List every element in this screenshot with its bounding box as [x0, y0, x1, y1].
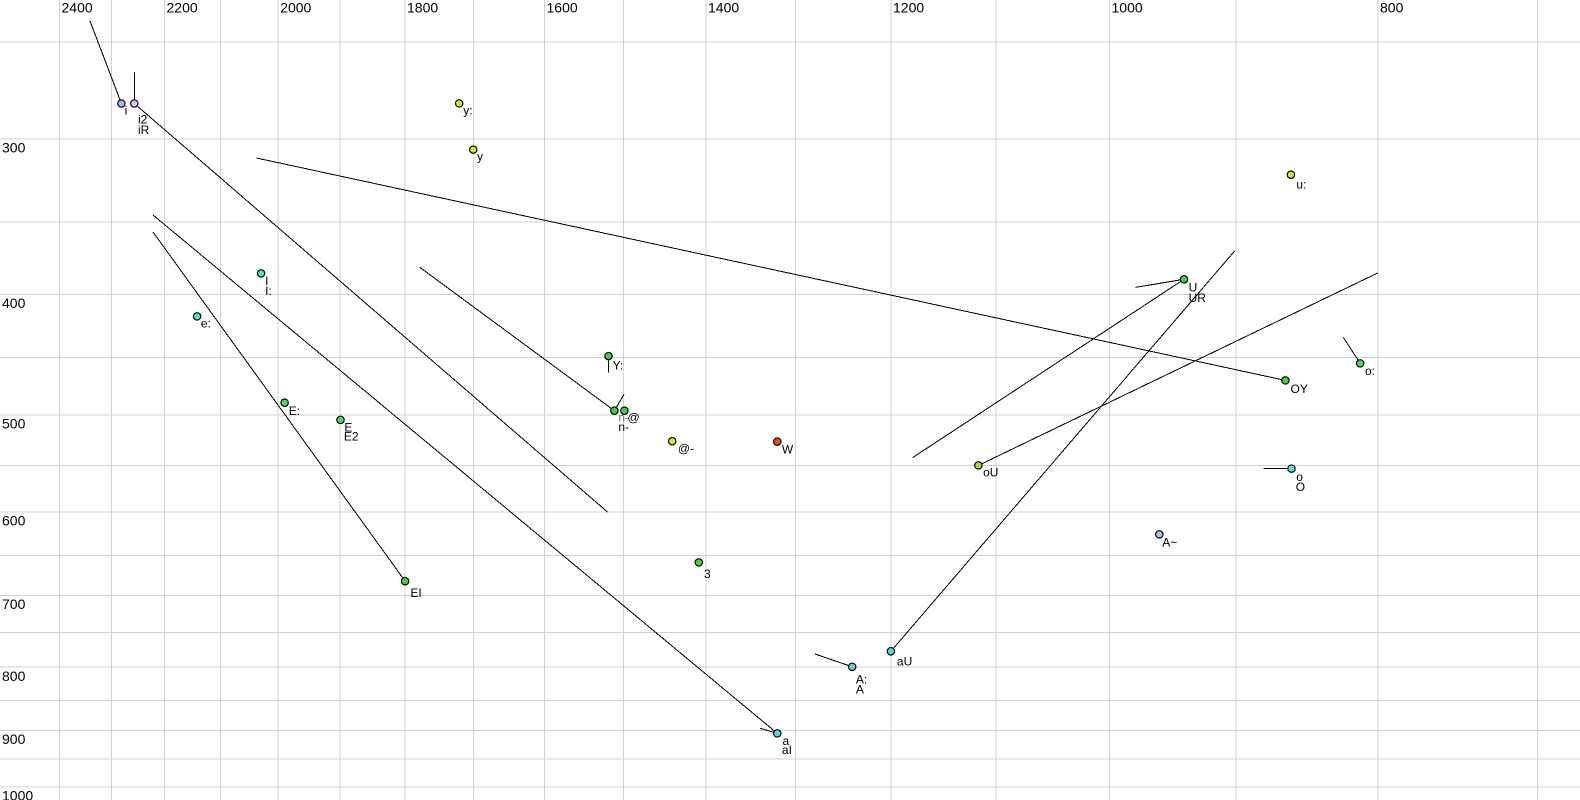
svg-text:1600: 1600: [547, 0, 578, 15]
svg-text:y: y: [477, 149, 483, 163]
svg-text:aU: aU: [897, 654, 912, 668]
svg-text:n-: n-: [618, 410, 629, 424]
svg-text:600: 600: [2, 513, 26, 529]
svg-text:1400: 1400: [708, 0, 739, 15]
svg-text:A:: A:: [856, 672, 867, 686]
svg-text:o: o: [1296, 470, 1303, 484]
svg-text:400: 400: [2, 295, 26, 311]
svg-text:I: I: [265, 274, 268, 288]
svg-text:A~: A~: [1162, 536, 1177, 550]
svg-text:Y:: Y:: [613, 358, 624, 372]
svg-text:700: 700: [2, 596, 26, 612]
svg-text:1000: 1000: [2, 788, 33, 800]
svg-text:3: 3: [704, 567, 711, 581]
svg-text:500: 500: [2, 416, 26, 432]
svg-text:1000: 1000: [1112, 0, 1143, 15]
svg-text:800: 800: [1380, 0, 1404, 15]
svg-text:OY: OY: [1291, 382, 1308, 396]
svg-text:A: A: [856, 683, 864, 697]
svg-text:u:: u:: [1296, 178, 1306, 192]
svg-text:e:: e:: [201, 316, 211, 330]
svg-text:2000: 2000: [280, 0, 311, 15]
svg-text:@-: @-: [678, 442, 694, 456]
svg-text:aI: aI: [782, 743, 792, 757]
svg-text:o:: o:: [1365, 364, 1375, 378]
svg-text:@: @: [628, 410, 640, 424]
svg-text:1200: 1200: [893, 0, 924, 15]
svg-text:n-: n-: [618, 420, 629, 434]
svg-text:iR: iR: [138, 123, 150, 137]
svg-text:U: U: [1189, 281, 1198, 295]
svg-text:E2: E2: [344, 430, 359, 444]
svg-text:E:: E:: [289, 404, 300, 418]
svg-text:800: 800: [2, 668, 26, 684]
svg-text:i: i: [125, 104, 128, 118]
svg-text:EI: EI: [410, 586, 421, 600]
svg-text:300: 300: [2, 140, 26, 156]
svg-text:O: O: [1296, 480, 1305, 494]
svg-text:E: E: [344, 421, 352, 435]
svg-text:900: 900: [2, 731, 26, 747]
svg-text:I:: I:: [265, 284, 272, 298]
svg-text:W: W: [782, 443, 794, 457]
svg-text:UR: UR: [1189, 291, 1207, 305]
svg-text:2200: 2200: [167, 0, 198, 15]
svg-text:y:: y:: [463, 104, 472, 118]
svg-text:a: a: [783, 734, 790, 748]
svg-text:oU: oU: [983, 465, 998, 479]
svg-text:1800: 1800: [407, 0, 438, 15]
svg-text:2400: 2400: [62, 0, 93, 15]
svg-text:i2: i2: [138, 113, 148, 127]
